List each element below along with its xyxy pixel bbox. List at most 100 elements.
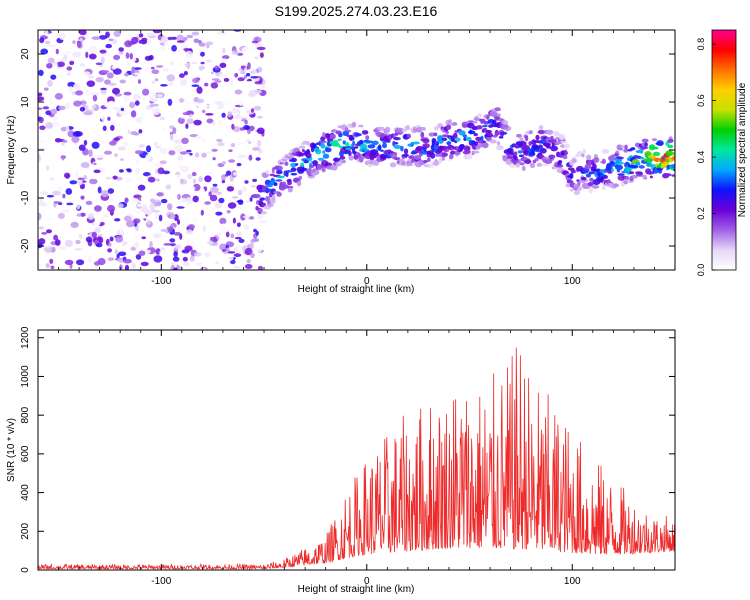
spectrogram-cell	[88, 256, 92, 264]
spectrogram-cell	[486, 114, 490, 120]
spectrogram-cell	[83, 111, 93, 116]
spectrogram-cell	[211, 228, 216, 236]
spectrogram-cell	[205, 236, 210, 239]
spectrogram-cell	[193, 38, 199, 44]
spectrogram-cell	[38, 107, 43, 110]
spectrogram-cell	[329, 133, 336, 140]
y-tick-label: 1000	[20, 365, 31, 388]
spectrogram-cell	[95, 243, 103, 248]
spectrogram-cell	[234, 89, 243, 95]
spectrogram-cell	[399, 131, 404, 135]
spectrogram-cell	[354, 133, 362, 137]
spectrogram-cell	[213, 104, 220, 109]
spectrogram-cell	[180, 165, 190, 173]
spectrogram-cell	[131, 262, 136, 270]
spectrogram-cell	[450, 147, 454, 151]
spectrogram-cell	[249, 197, 253, 202]
spectrogram-cell	[212, 133, 218, 138]
spectrogram-cell	[138, 33, 144, 38]
spectrogram-cell	[455, 137, 461, 142]
spectrogram-cell	[300, 162, 305, 168]
spectrogram-cell	[235, 188, 239, 196]
spectrogram-cell	[38, 112, 41, 117]
spectrogram-cell	[38, 116, 44, 124]
spectrogram-cell	[257, 212, 264, 220]
spectrogram-cell	[189, 113, 193, 118]
spectrogram-cell	[198, 176, 203, 183]
spectrogram-cell	[134, 234, 140, 242]
spectrogram-cell	[641, 142, 645, 147]
spectrogram-cell	[244, 264, 253, 269]
spectrogram-cell	[219, 62, 227, 68]
spectrogram-cell	[184, 245, 193, 252]
spectrogram-cell	[498, 136, 504, 139]
spectrogram-cell	[453, 132, 458, 139]
spectrogram-cell	[170, 133, 174, 141]
spectrogram-cell	[601, 158, 606, 164]
spectrogram-cell	[101, 115, 106, 122]
spectrogram-cell	[75, 90, 84, 96]
spectrogram-cell	[160, 228, 169, 232]
spectrogram-cell	[100, 221, 105, 226]
spectrogram-cell	[600, 176, 605, 182]
spectrogram-cell	[156, 192, 164, 197]
spectrogram-cell	[672, 168, 675, 172]
spectrogram-cell	[632, 165, 637, 169]
spectrogram-cell	[248, 154, 253, 161]
spectrogram-cell	[251, 68, 258, 75]
spectrogram-cell	[244, 119, 248, 125]
spectrogram-cell	[38, 226, 44, 230]
spectrogram-cell	[354, 146, 359, 149]
spectrogram-cell	[167, 203, 173, 211]
spectrogram-cell	[65, 125, 70, 132]
spectrogram-cell	[421, 126, 426, 131]
spectrogram-cell	[83, 139, 88, 146]
spectrogram-cell	[420, 131, 425, 138]
spectrogram-cell	[105, 230, 114, 235]
spectrogram-cell	[257, 265, 264, 270]
spectrogram-cell	[253, 228, 257, 233]
spectrogram-cell	[173, 262, 178, 268]
spectrogram-cell	[173, 139, 182, 144]
spectrogram-cell	[44, 30, 49, 37]
spectrogram-cell	[478, 113, 483, 117]
spectrogram-cell	[117, 146, 126, 151]
spectrogram-cell	[232, 126, 241, 133]
spectrogram-cell	[142, 172, 151, 177]
spectrogram-cell	[160, 35, 169, 44]
spectrogram-cell	[104, 223, 111, 227]
spectrogram-cell	[237, 199, 244, 205]
spectrogram-cell	[185, 149, 192, 153]
spectrogram-cell	[159, 147, 168, 154]
spectrogram-cell	[140, 261, 149, 267]
spectrogram-cell	[88, 46, 98, 53]
x-tick-label: 0	[364, 576, 370, 587]
spectrogram-cell	[146, 249, 151, 254]
spectrogram-cell	[55, 89, 63, 93]
spectrogram-cell	[441, 137, 448, 141]
spectrogram-cell	[185, 229, 194, 235]
spectrogram-cell	[107, 257, 115, 261]
spectrogram-cell	[69, 180, 78, 185]
spectrogram-cell	[463, 137, 467, 142]
spectrogram-cell	[147, 176, 156, 183]
spectrogram-cell	[656, 140, 664, 147]
spectrogram-cell	[169, 238, 176, 243]
spectrogram-cell	[130, 36, 139, 45]
spectrogram-cell	[250, 108, 255, 113]
spectrogram-cell	[220, 182, 227, 187]
spectrogram-cell	[193, 119, 202, 126]
spectrogram-cell	[66, 72, 72, 76]
spectrogram-cell	[177, 219, 180, 225]
spectrogram-cell	[520, 162, 525, 166]
spectrogram-cell	[173, 251, 178, 258]
spectrogram-cell	[448, 119, 452, 124]
spectrogram-cell	[103, 213, 109, 219]
spectrogram-cell	[233, 172, 238, 176]
spectrogram-cell	[605, 165, 613, 171]
spectrogram-cell	[400, 145, 404, 152]
spectrogram-cell	[176, 34, 184, 42]
spectrogram-y-label: Frequency (Hz)	[6, 116, 17, 185]
spectrogram-cell	[541, 163, 549, 167]
spectrogram-cell	[125, 60, 132, 67]
